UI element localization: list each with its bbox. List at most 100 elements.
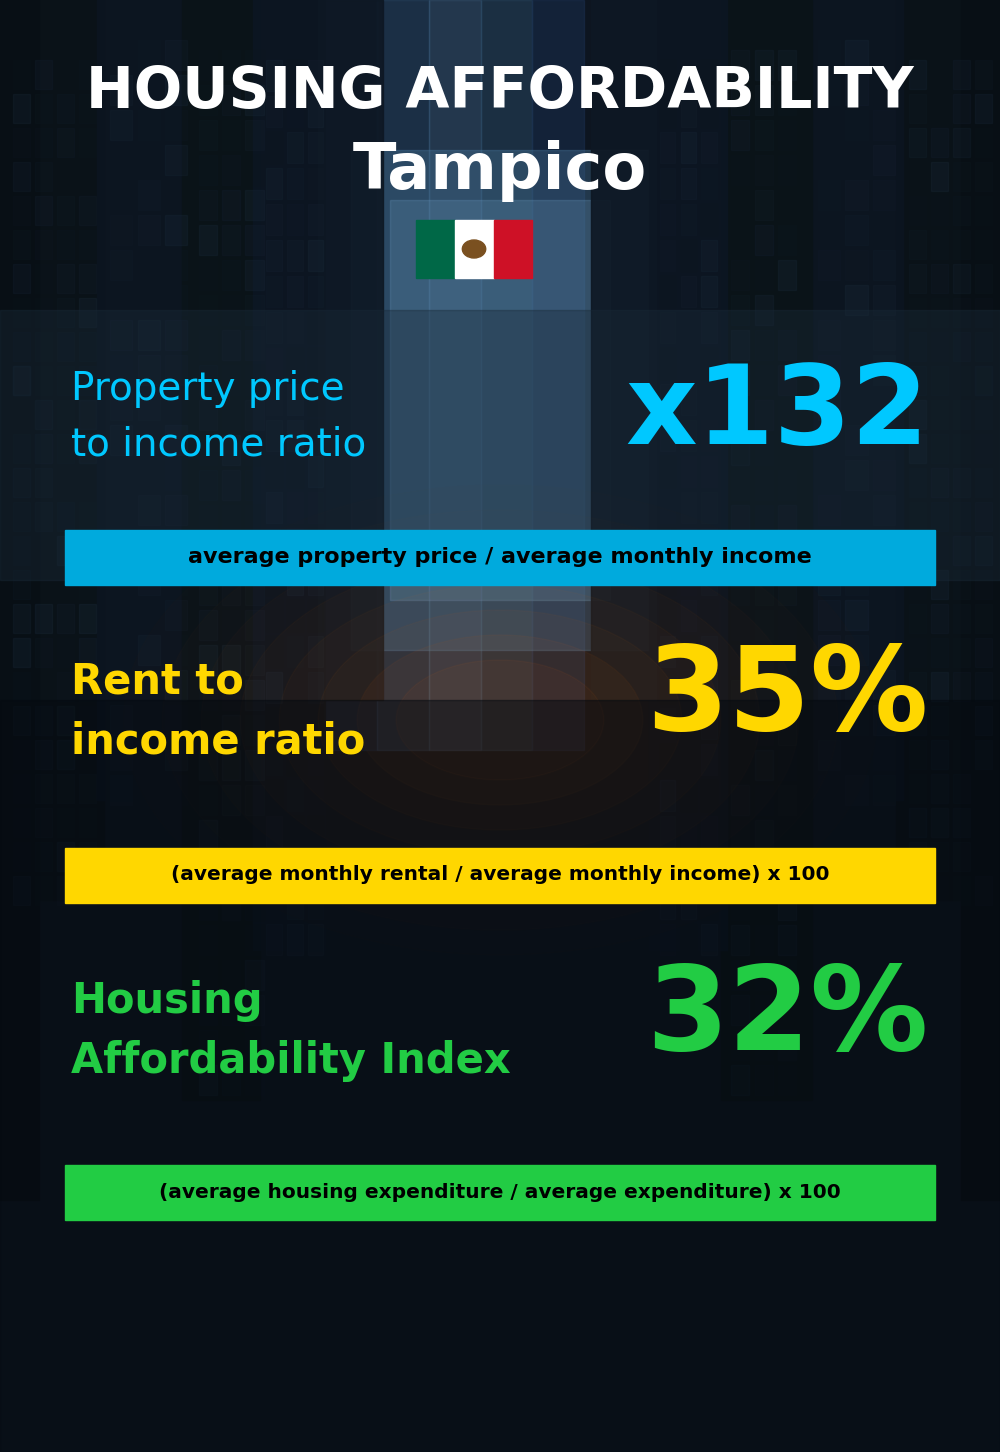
Bar [953, 60, 970, 89]
Bar [873, 41, 895, 70]
Bar [165, 600, 187, 630]
Bar [896, 0, 1000, 900]
Bar [953, 774, 970, 803]
Bar [245, 225, 264, 256]
Bar [308, 168, 323, 199]
Bar [731, 470, 749, 499]
Bar [931, 94, 948, 123]
Bar [845, 145, 868, 176]
Bar [199, 925, 217, 955]
Bar [755, 995, 773, 1025]
Bar [35, 399, 52, 428]
Bar [222, 470, 240, 499]
Bar [35, 264, 52, 293]
Bar [805, 0, 903, 800]
Bar [755, 260, 773, 290]
Bar [245, 680, 264, 710]
Bar [701, 492, 717, 523]
Bar [873, 110, 895, 139]
Bar [660, 852, 675, 883]
Bar [845, 41, 868, 70]
Bar [591, 0, 656, 700]
Bar [778, 890, 796, 921]
Bar [931, 706, 948, 735]
Bar [35, 604, 52, 633]
Bar [778, 714, 796, 745]
Bar [35, 196, 52, 225]
Bar [845, 706, 868, 735]
Bar [266, 240, 282, 272]
Bar [909, 876, 926, 905]
Bar [755, 155, 773, 184]
Bar [731, 890, 749, 921]
Bar [778, 505, 796, 534]
Bar [222, 86, 240, 115]
Bar [57, 434, 74, 463]
Bar [308, 60, 323, 91]
Bar [79, 807, 96, 836]
Bar [818, 319, 840, 350]
Bar [165, 41, 187, 70]
Bar [287, 60, 303, 91]
Bar [79, 264, 96, 293]
Bar [755, 714, 773, 745]
Bar [13, 672, 30, 701]
Bar [481, 0, 532, 751]
Bar [287, 383, 303, 415]
Bar [909, 807, 926, 836]
Bar [975, 264, 992, 293]
Bar [245, 751, 264, 780]
Bar [660, 456, 675, 486]
Bar [35, 298, 52, 327]
Bar [681, 276, 696, 306]
Bar [57, 264, 74, 293]
Bar [13, 399, 30, 428]
Bar [953, 842, 970, 871]
Bar [199, 786, 217, 815]
Text: (average housing expenditure / average expenditure) x 100: (average housing expenditure / average e… [159, 1182, 841, 1201]
Bar [660, 168, 675, 199]
Bar [222, 364, 240, 395]
Bar [818, 669, 840, 700]
Bar [79, 637, 96, 666]
Bar [13, 637, 30, 666]
Bar [79, 741, 96, 770]
Bar [138, 285, 160, 315]
Bar [57, 94, 74, 123]
Bar [287, 600, 303, 632]
Bar [953, 672, 970, 701]
Text: Housing: Housing [71, 980, 263, 1022]
Bar [778, 610, 796, 640]
Bar [245, 190, 264, 221]
Bar [308, 348, 323, 379]
Bar [845, 391, 868, 420]
Bar [845, 669, 868, 700]
Bar [287, 780, 303, 812]
Bar [308, 636, 323, 666]
Bar [931, 842, 948, 871]
Bar [845, 180, 868, 211]
Bar [138, 354, 160, 385]
Bar [873, 425, 895, 454]
Bar [845, 285, 868, 315]
Bar [845, 460, 868, 489]
Bar [308, 709, 323, 739]
Bar [57, 366, 74, 395]
Bar [57, 399, 74, 428]
Bar [845, 425, 868, 454]
Bar [701, 348, 717, 379]
Bar [818, 145, 840, 176]
Bar [701, 240, 717, 272]
Bar [13, 604, 30, 633]
Bar [429, 0, 481, 751]
Bar [222, 1029, 240, 1060]
Bar [35, 229, 52, 258]
Bar [35, 571, 52, 600]
Bar [65, 530, 935, 585]
Bar [199, 855, 217, 886]
Bar [701, 383, 717, 415]
Bar [165, 460, 187, 489]
Bar [0, 309, 1000, 579]
Bar [138, 669, 160, 700]
Bar [975, 672, 992, 701]
